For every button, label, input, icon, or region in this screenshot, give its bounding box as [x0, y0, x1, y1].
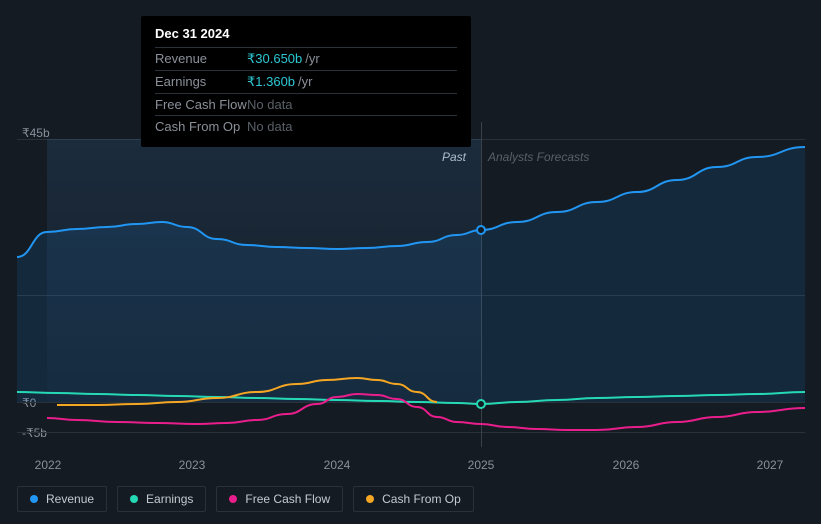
legend-item[interactable]: Free Cash Flow: [216, 486, 343, 512]
tooltip-row: Revenue₹30.650b/yr: [155, 47, 457, 70]
tooltip-row: Earnings₹1.360b/yr: [155, 70, 457, 93]
legend-dot-icon: [130, 495, 138, 503]
x-axis-label: 2023: [179, 458, 206, 472]
legend-dot-icon: [30, 495, 38, 503]
tooltip-metric-unit: /yr: [305, 51, 319, 67]
tooltip-metric-value: ₹30.650b: [247, 51, 302, 67]
series-marker[interactable]: [477, 226, 485, 234]
tooltip-row: Free Cash FlowNo data: [155, 93, 457, 115]
tooltip-metric-label: Free Cash Flow: [155, 97, 247, 112]
x-axis-label: 2022: [35, 458, 62, 472]
chart-svg: [17, 122, 805, 447]
legend-label: Cash From Op: [382, 492, 461, 506]
tooltip-metric-label: Cash From Op: [155, 119, 247, 134]
tooltip-row: Cash From OpNo data: [155, 115, 457, 137]
legend: Revenue Earnings Free Cash Flow Cash From O…: [17, 486, 474, 512]
x-axis-label: 2026: [613, 458, 640, 472]
legend-label: Revenue: [46, 492, 94, 506]
legend-item[interactable]: Revenue: [17, 486, 107, 512]
tooltip-metric-unit: /yr: [298, 74, 312, 90]
tooltip-date: Dec 31 2024: [155, 26, 457, 41]
legend-item[interactable]: Earnings: [117, 486, 206, 512]
tooltip-metric-label: Revenue: [155, 51, 247, 67]
legend-item[interactable]: Cash From Op: [353, 486, 474, 512]
x-axis-label: 2025: [468, 458, 495, 472]
plot-area[interactable]: [17, 122, 805, 447]
x-axis-label: 2027: [757, 458, 784, 472]
legend-label: Free Cash Flow: [245, 492, 330, 506]
tooltip-metric-label: Earnings: [155, 74, 247, 90]
chart-tooltip: Dec 31 2024 Revenue₹30.650b/yrEarnings₹1…: [141, 16, 471, 147]
series-marker[interactable]: [477, 400, 485, 408]
tooltip-metric-value: ₹1.360b: [247, 74, 295, 90]
legend-label: Earnings: [146, 492, 193, 506]
x-axis-label: 2024: [324, 458, 351, 472]
tooltip-no-data: No data: [247, 119, 293, 134]
tooltip-no-data: No data: [247, 97, 293, 112]
legend-dot-icon: [229, 495, 237, 503]
legend-dot-icon: [366, 495, 374, 503]
earnings-chart: Dec 31 2024 Revenue₹30.650b/yrEarnings₹1…: [0, 0, 821, 524]
